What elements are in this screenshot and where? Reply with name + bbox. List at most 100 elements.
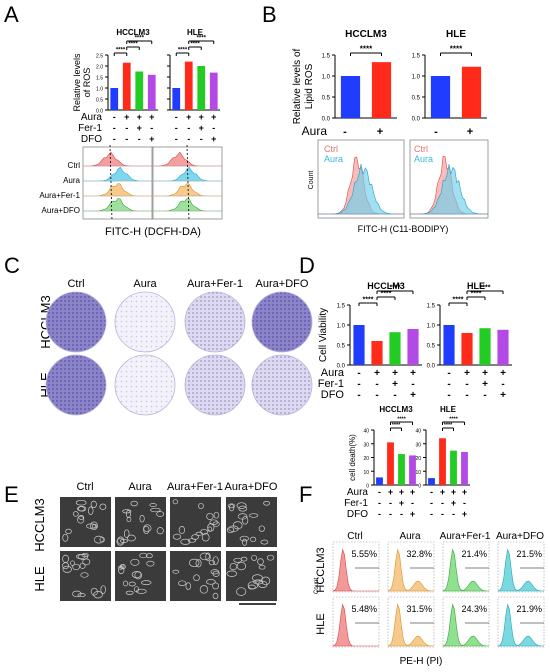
treatment-mark: - xyxy=(150,123,153,133)
colony-col-label: Aura+DFO xyxy=(256,278,309,290)
treatment-mark: - xyxy=(113,123,116,133)
y-tick-label: 0.0 xyxy=(427,364,436,370)
y-tick-label: 30 xyxy=(415,442,421,448)
sig-stars: **** xyxy=(116,48,126,54)
flow-histogram xyxy=(497,548,544,592)
cell-outline xyxy=(62,533,69,542)
flow-histogram xyxy=(152,198,222,212)
treatment-mark: + xyxy=(399,498,404,508)
panel-letter-f: F xyxy=(299,482,313,507)
cell-outline xyxy=(127,534,136,542)
treatment-mark: - xyxy=(411,498,414,508)
bar xyxy=(110,88,119,110)
cell-outline xyxy=(130,500,138,507)
microscopy-tile xyxy=(170,497,221,547)
treatment-mark: + xyxy=(137,123,142,133)
y-tick-label: 1.5 xyxy=(427,304,436,310)
treatment-mark: - xyxy=(400,509,403,519)
cell-outline xyxy=(213,511,220,519)
treatment-mark: - xyxy=(441,498,444,508)
treatment-label: DFO xyxy=(81,134,102,145)
treatment-mark: + xyxy=(482,368,488,379)
cell-outline xyxy=(119,538,128,543)
flow-histogram xyxy=(332,603,379,647)
y-tick-label: 1.5 xyxy=(96,76,103,82)
flow-row-label: Aura+Fer-1 xyxy=(39,191,80,200)
treatment-mark: - xyxy=(113,112,116,122)
cell-outline xyxy=(239,535,249,542)
sig-stars: **** xyxy=(390,285,401,292)
colony-dish xyxy=(45,291,107,353)
bar xyxy=(147,74,156,110)
y-axis-label: Lipid ROS xyxy=(304,63,315,109)
flow-histogram xyxy=(83,151,153,167)
flow-col-label: Aura+DFO xyxy=(496,531,544,542)
bar xyxy=(497,329,509,365)
cell-outline xyxy=(232,521,243,530)
treatment-mark: - xyxy=(175,134,178,144)
treatment-mark: + xyxy=(399,487,404,497)
y-tick-label: 2.0 xyxy=(96,65,103,71)
treatment-mark: + xyxy=(199,123,204,133)
flow-x-axis-label: PE-H (PI) xyxy=(400,656,443,667)
cell-outline xyxy=(118,565,124,570)
treatment-mark: + xyxy=(377,126,383,138)
colony-dish xyxy=(184,291,246,353)
treatment-mark: - xyxy=(138,134,141,144)
bar xyxy=(461,66,482,118)
treatment-mark: - xyxy=(483,390,486,401)
treatment-mark: - xyxy=(357,368,360,379)
treatment-mark: + xyxy=(451,487,456,497)
treatment-mark: - xyxy=(175,112,178,122)
cell-outline xyxy=(126,516,132,523)
treatment-mark: + xyxy=(211,112,216,122)
cell-outline xyxy=(212,556,219,565)
colony-dish xyxy=(114,291,176,353)
treatment-mark: + xyxy=(410,509,415,519)
cell-outline xyxy=(118,566,125,574)
sig-stars: **** xyxy=(450,45,463,54)
treatment-mark: - xyxy=(452,509,455,519)
cell-outline xyxy=(228,504,235,512)
flow-y-axis-label: Count xyxy=(308,171,315,190)
treatment-label: Fer-1 xyxy=(78,123,102,134)
treatment-mark: - xyxy=(175,123,178,133)
cell-outline xyxy=(146,553,153,559)
cell-outline xyxy=(198,502,204,510)
sig-stars: **** xyxy=(178,48,188,54)
treatment-label: DFO xyxy=(321,389,345,401)
treatment-label: Aura xyxy=(347,487,369,498)
treatment-mark: - xyxy=(187,134,190,144)
cell-outline xyxy=(128,581,136,587)
bar xyxy=(122,62,131,110)
treatment-label: DFO xyxy=(347,509,368,520)
percent-label: 24.3% xyxy=(461,604,487,614)
bar xyxy=(376,477,383,485)
sig-stars: **** xyxy=(135,36,145,42)
bar xyxy=(398,454,405,485)
bar xyxy=(450,450,457,485)
cell-outline xyxy=(131,571,142,579)
microscopy-row-label: HCCLM3 xyxy=(32,498,47,551)
treatment-mark: - xyxy=(343,126,347,138)
treatment-mark: - xyxy=(434,126,438,138)
cell-outline xyxy=(209,519,218,525)
flow-histogram xyxy=(152,166,222,182)
cell-outline xyxy=(258,525,265,532)
cell-outline xyxy=(252,574,263,582)
y-axis-label: cell death(%) xyxy=(348,434,357,481)
cell-outline xyxy=(62,562,70,570)
cell-outline xyxy=(257,580,268,588)
cell-outline xyxy=(241,516,249,525)
bar xyxy=(184,61,193,110)
treatment-mark: - xyxy=(393,390,396,401)
cell-outline xyxy=(242,538,248,546)
y-tick-label: 1.5 xyxy=(337,304,346,310)
treatment-mark: + xyxy=(410,368,416,379)
treatment-mark: + xyxy=(392,368,398,379)
y-tick-label: 1.5 xyxy=(322,54,331,60)
bar xyxy=(409,455,416,485)
cell-outline xyxy=(125,590,134,595)
y-tick-label: 1.0 xyxy=(427,324,436,330)
flow-dashed-line xyxy=(109,144,113,222)
